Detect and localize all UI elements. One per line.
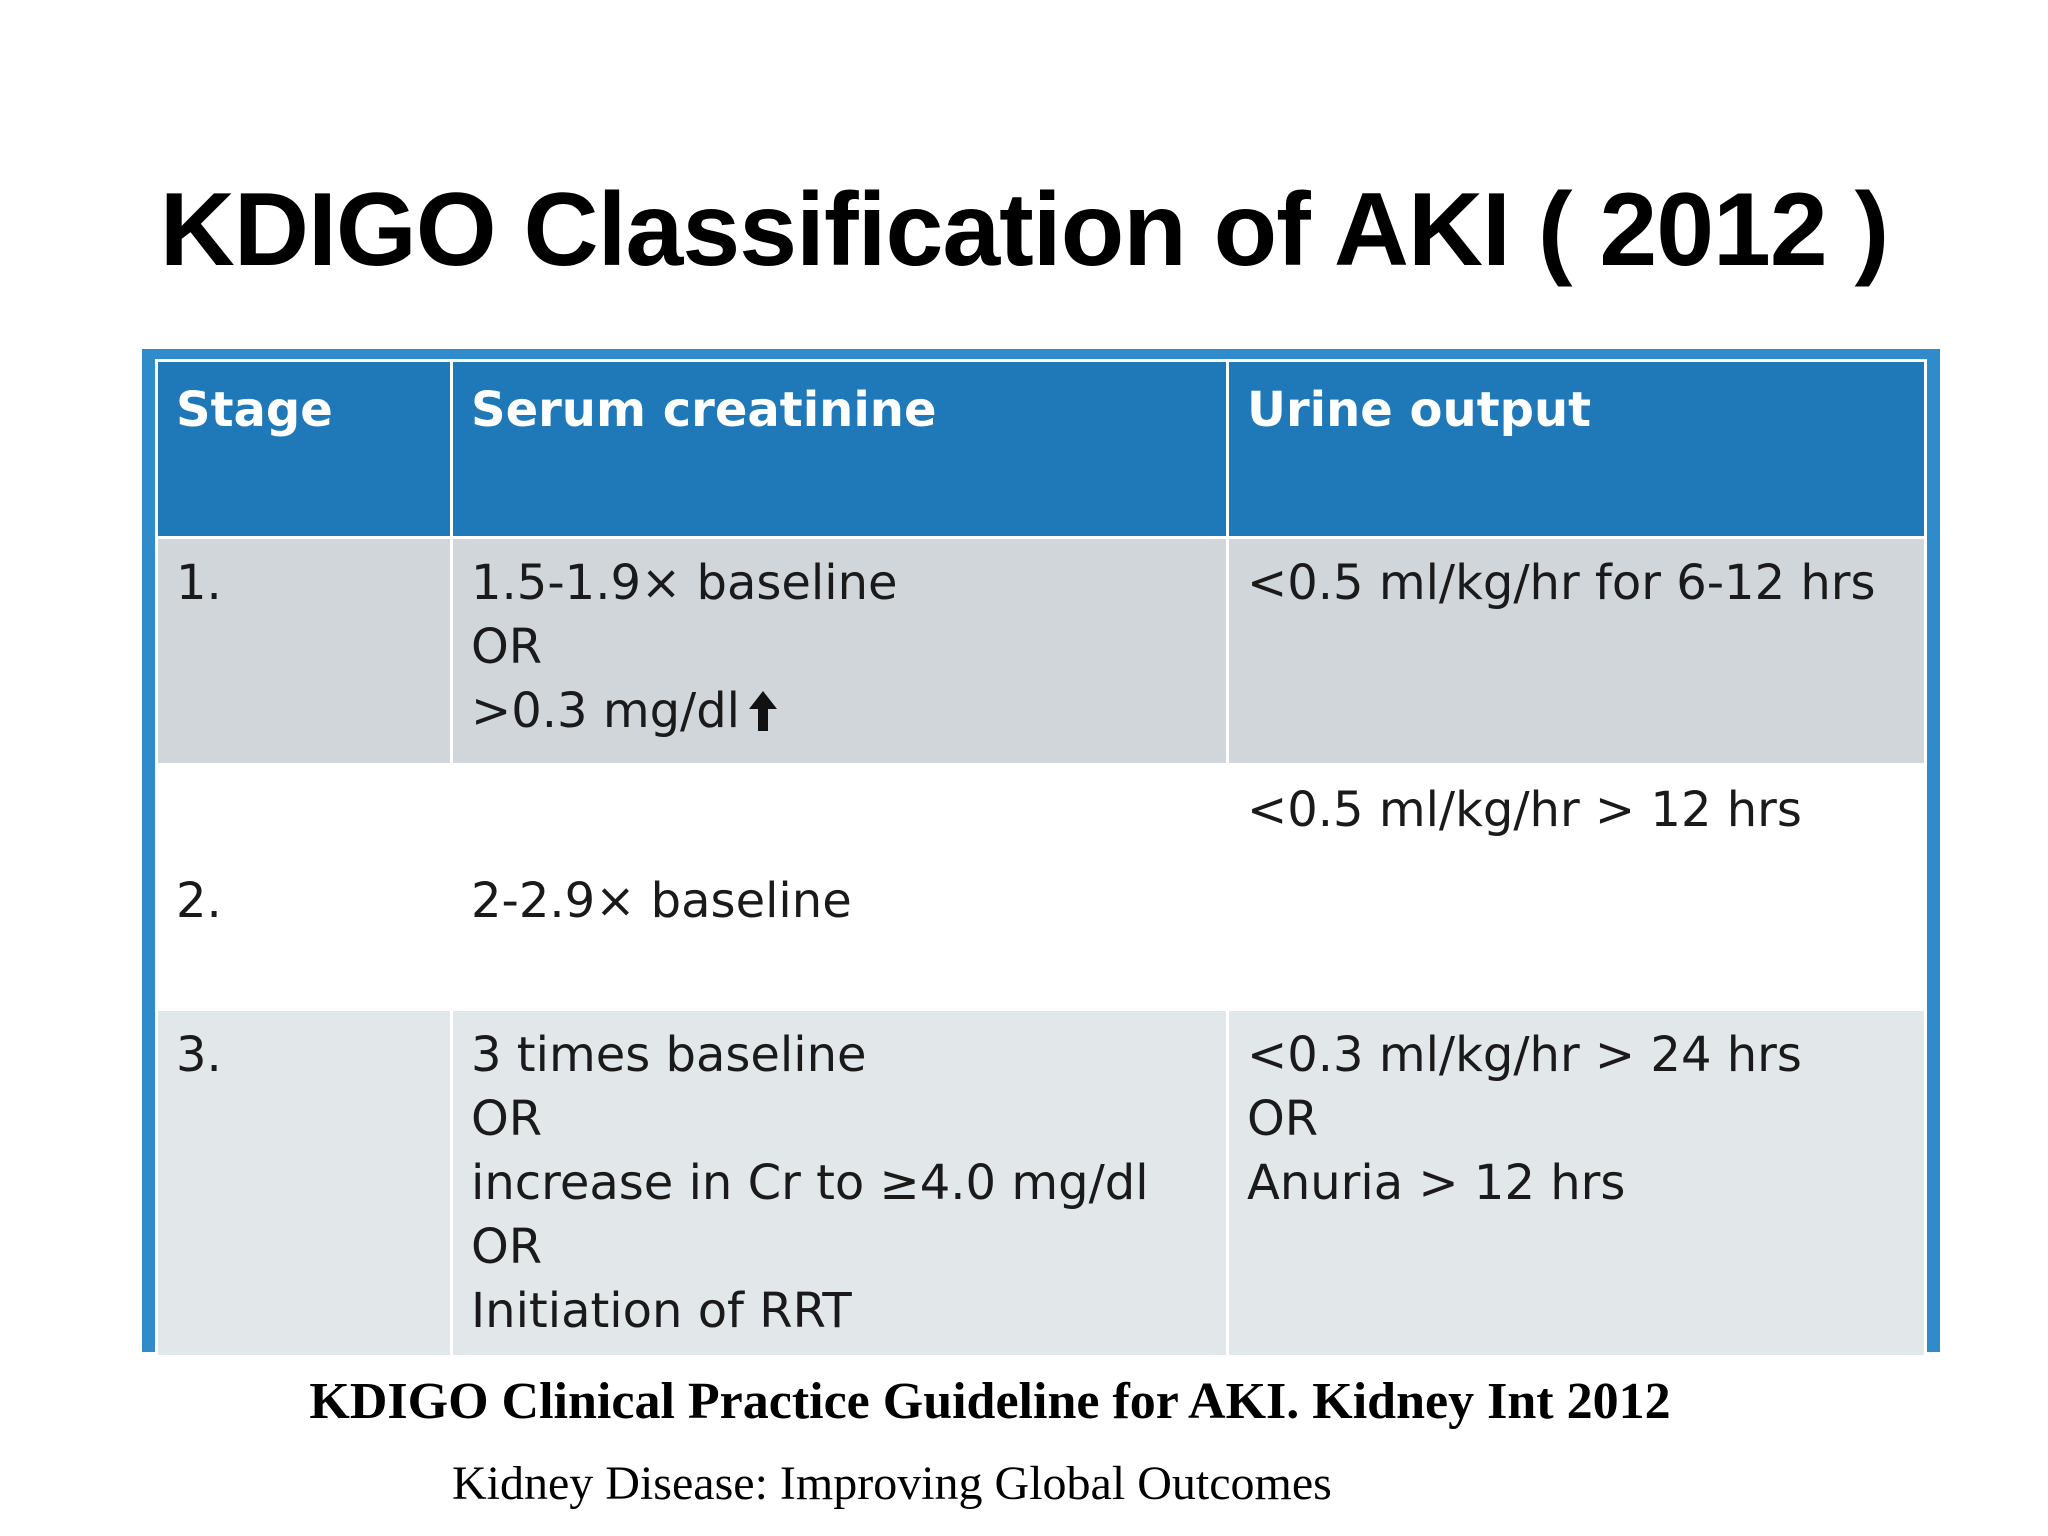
header-urine-output: Urine output [1226, 359, 1927, 539]
stage-label: 1. [176, 555, 222, 611]
urine-cell: <0.3 ml/kg/hr > 24 hrs OR Anuria > 12 hr… [1226, 1008, 1927, 1358]
citation: KDIGO Clinical Practice Guideline for AK… [309, 1373, 1671, 1430]
table-row: 1. 1.5-1.9× baseline OR >0.3 mg/dl <0.5 … [155, 536, 1927, 766]
urine-criterion: OR [1247, 1091, 1319, 1147]
urine-criterion: <0.5 ml/kg/hr for 6-12 hrs [1247, 555, 1876, 611]
kdigo-table-frame: Stage Serum creatinine Urine output 1. 1… [142, 349, 1940, 1358]
creatinine-cell: 2-2.9× baseline [450, 763, 1229, 1011]
creatinine-cell: 3 times baseline OR increase in Cr to ≥4… [450, 1008, 1229, 1358]
stage-label: 3. [176, 1027, 222, 1083]
creatinine-cell: 1.5-1.9× baseline OR >0.3 mg/dl [450, 536, 1229, 766]
stage-cell: 1. [155, 536, 453, 766]
table-header-row: Stage Serum creatinine Urine output [155, 359, 1927, 539]
table-row: 3. 3 times baseline OR increase in Cr to… [155, 1008, 1927, 1358]
header-stage: Stage [155, 359, 453, 539]
stage-cell: 2. [155, 763, 453, 1011]
creatinine-criterion: OR [471, 619, 543, 675]
up-arrow-icon [749, 691, 778, 731]
creatinine-criterion-with-arrow: >0.3 mg/dl [471, 679, 1208, 743]
subtitle: Kidney Disease: Improving Global Outcome… [452, 1457, 1332, 1510]
urine-criterion: <0.3 ml/kg/hr > 24 hrs [1247, 1027, 1802, 1083]
creatinine-criterion: increase in Cr to ≥4.0 mg/dl [471, 1155, 1149, 1211]
urine-cell: <0.5 ml/kg/hr for 6-12 hrs [1226, 536, 1927, 766]
creatinine-criterion: 3 times baseline [471, 1027, 867, 1083]
creatinine-criterion: OR [471, 1219, 543, 1275]
urine-cell: <0.5 ml/kg/hr > 12 hrs [1226, 763, 1927, 1011]
creatinine-criterion: OR [471, 1091, 543, 1147]
creatinine-criterion: Initiation of RRT [471, 1283, 852, 1339]
stage-label: 2. [176, 873, 222, 929]
table-row: 2. 2-2.9× baseline <0.5 ml/kg/hr > 12 hr… [155, 763, 1927, 1011]
urine-criterion: <0.5 ml/kg/hr > 12 hrs [1247, 782, 1802, 838]
slide-title: KDIGO Classification of AKI ( 2012 ) [159, 172, 1890, 288]
kdigo-classification-table: Stage Serum creatinine Urine output 1. 1… [155, 359, 1927, 1358]
urine-criterion: Anuria > 12 hrs [1247, 1155, 1626, 1211]
stage-cell: 3. [155, 1008, 453, 1358]
creatinine-criterion: >0.3 mg/dl [471, 683, 741, 739]
creatinine-criterion: 1.5-1.9× baseline [471, 555, 898, 611]
header-serum-creatinine: Serum creatinine [450, 359, 1229, 539]
creatinine-criterion: 2-2.9× baseline [471, 873, 852, 929]
